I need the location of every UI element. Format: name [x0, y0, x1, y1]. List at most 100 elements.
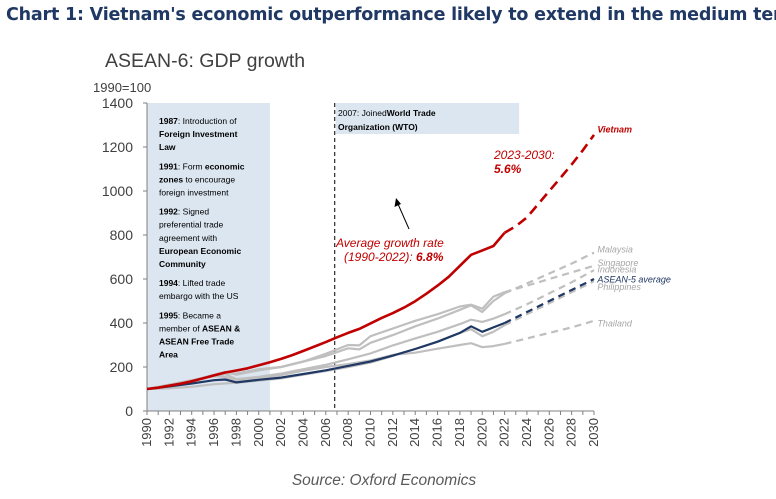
milestone-text-run: to encourage	[183, 174, 235, 184]
y-tick-label: 200	[110, 359, 134, 375]
wto-annotation-line2: Organization (WTO)	[338, 122, 418, 132]
milestone-2-line: 1991: Form economic	[159, 161, 245, 171]
milestone-text-run: : Became a	[178, 310, 221, 320]
line-label-singapore: Singapore	[597, 258, 638, 268]
milestone-text-run: 1992	[159, 207, 178, 217]
x-tick-label: 2024	[519, 418, 534, 447]
forecast-label-line1: 2023-2030:	[493, 148, 555, 162]
x-tick-label: 2014	[407, 418, 422, 447]
x-tick-label: 2026	[541, 418, 556, 447]
line-label-asean-5-average: ASEAN-5 average	[596, 274, 671, 284]
series-forecast-philippines	[504, 280, 595, 327]
milestone-text-run: ASEAN Free Trade	[159, 337, 234, 347]
milestone-text-run: Foreign Investment	[159, 129, 238, 139]
milestone-text-run: 1995	[159, 310, 178, 320]
x-tick-label: 1992	[161, 418, 176, 447]
x-tick-label: 1996	[206, 418, 221, 447]
milestone-text-run: embargo with the US	[159, 291, 239, 301]
milestone-text-run: : Form	[178, 161, 205, 171]
series-forecast-asean-5-average	[504, 278, 595, 324]
milestone-text-run: 1991	[159, 161, 178, 171]
wto-annotation-box	[335, 103, 520, 134]
milestone-3-line: preferential trade	[159, 220, 224, 230]
milestone-text-run: 1987	[159, 116, 178, 126]
x-tick-label: 1994	[184, 418, 199, 447]
milestone-text-run: zones	[159, 174, 183, 184]
x-tick-label: 2002	[273, 418, 288, 447]
milestone-4-line: embargo with the US	[159, 291, 239, 301]
x-tick-label: 2022	[497, 418, 512, 447]
x-tick-label: 2006	[318, 418, 333, 447]
line-label-philippines: Philippines	[597, 282, 641, 292]
avg-growth-line2: (1990-2022): 6.8%	[344, 250, 444, 264]
milestone-1-line: Foreign Investment	[159, 129, 238, 139]
chart-header-title: Chart 1: Vietnam's economic outperforman…	[6, 5, 776, 25]
forecast-label-value: 5.6%	[494, 162, 522, 176]
series-line-thailand	[146, 342, 505, 391]
milestone-5-line: member of ASEAN &	[159, 323, 240, 333]
y-tick-label: 600	[110, 271, 134, 287]
y-axis-label: 1990=100	[93, 80, 151, 95]
series-forecast-vietnam	[503, 134, 596, 234]
source-note: Source: Oxford Economics	[292, 472, 477, 489]
x-tick-label: 2004	[295, 418, 310, 447]
milestone-text-run: Community	[159, 259, 206, 269]
y-tick-label: 800	[110, 227, 134, 243]
milestone-1-line: 1987: Introduction of	[159, 116, 237, 126]
avg-growth-line1: Average growth rate	[335, 236, 444, 250]
x-tick-label: 2008	[340, 418, 355, 447]
milestone-3-line: European Economic	[159, 246, 241, 256]
milestone-text-run: foreign investment	[159, 188, 229, 198]
milestone-3-line: 1992: Signed	[159, 207, 209, 217]
line-label-vietnam: Vietnam	[597, 125, 632, 135]
milestone-text-run: Law	[159, 142, 176, 152]
y-tick-label: 400	[110, 315, 134, 331]
y-tick-label: 1200	[102, 139, 133, 155]
milestone-2-line: foreign investment	[159, 188, 229, 198]
y-tick-label: 1400	[102, 95, 133, 111]
milestone-text-run: member of	[159, 323, 202, 333]
milestone-5-line: 1995: Became a	[159, 310, 221, 320]
milestone-3-line: agreement with	[159, 233, 217, 243]
milestone-text-run: : Signed	[178, 207, 209, 217]
label-layer: Vietnam Malaysia SingaporeIndonesiaASEAN-5…	[159, 108, 671, 360]
y-tick-label: 0	[125, 403, 133, 419]
avg-growth-arrowhead	[394, 198, 401, 207]
milestone-text-run: agreement with	[159, 233, 217, 243]
line-label-indonesia: Indonesia	[597, 264, 636, 274]
x-tick-label: 2020	[474, 418, 489, 447]
wto-annotation-bold1: World Trade	[387, 108, 436, 118]
milestone-text-run: : Introduction of	[178, 116, 237, 126]
x-tick-label: 2010	[363, 418, 378, 447]
x-tick-label: 2018	[452, 418, 467, 447]
milestone-text-run: Area	[159, 350, 178, 360]
series-line-asean-5-average	[146, 321, 506, 391]
avg-growth-arrow	[397, 203, 410, 230]
x-tick-label: 1998	[228, 418, 243, 447]
shaded-period	[147, 103, 270, 411]
milestone-text-run: 1994	[159, 278, 178, 288]
milestone-text-run: : Lifted trade	[178, 278, 226, 288]
series-forecast-singapore	[504, 264, 595, 294]
line-label-malaysia: Malaysia	[597, 245, 633, 255]
series-line-vietnam	[146, 231, 506, 391]
wto-annotation-line1: 2007: JoinedWorld Trade	[338, 108, 436, 118]
x-tick-label: 1990	[139, 418, 154, 447]
shaded-period-layer	[147, 103, 520, 411]
x-tick-label: 2016	[430, 418, 445, 447]
milestone-2-line: zones to encourage	[159, 174, 235, 184]
milestone-5-line: Area	[159, 350, 178, 360]
x-tick-label: 2030	[586, 418, 601, 447]
milestone-text-run: preferential trade	[159, 220, 224, 230]
milestone-text-run: ASEAN &	[202, 323, 240, 333]
milestone-1-line: Law	[159, 142, 176, 152]
x-tick-label: 2000	[251, 418, 266, 447]
milestone-text-run: economic	[205, 161, 245, 171]
series-forecast-indonesia	[504, 269, 595, 316]
series-forecast-thailand	[504, 319, 595, 345]
chart-subtitle: ASEAN-6: GDP growth	[105, 50, 305, 72]
milestone-text-run: European Economic	[159, 246, 241, 256]
x-tick-label: 2028	[564, 418, 579, 447]
